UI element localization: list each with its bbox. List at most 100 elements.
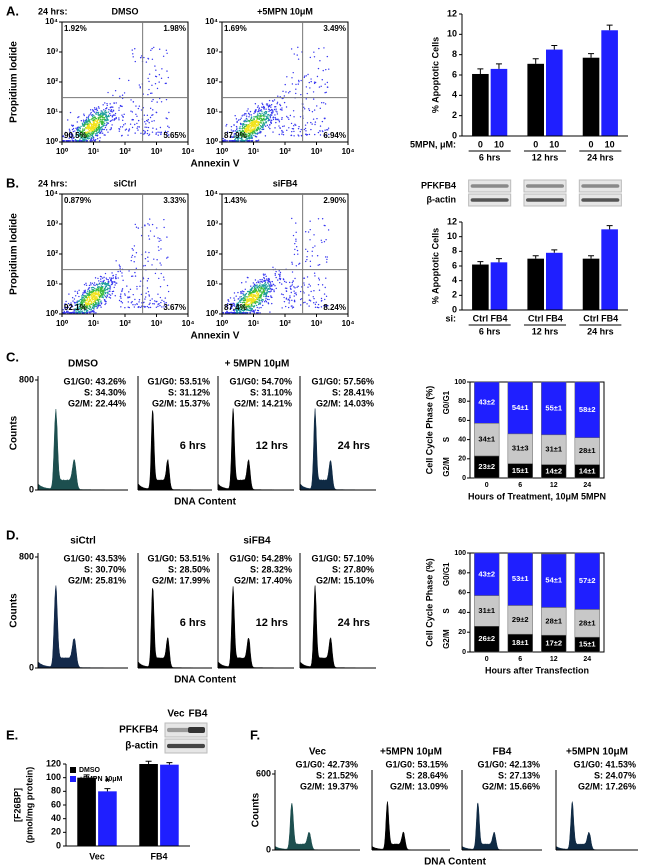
event-dot (259, 130, 260, 131)
event-dot (272, 289, 273, 290)
phase-stat: G1/G0: 54.28% (229, 553, 292, 563)
event-dot (269, 128, 270, 129)
y-tick-label: 800 (19, 551, 34, 561)
event-dot (260, 121, 261, 122)
event-dot (324, 293, 325, 294)
event-dot (130, 110, 131, 111)
event-dot (110, 297, 111, 298)
event-dot (286, 76, 287, 77)
x-tick-label: 10⁴ (342, 147, 355, 156)
event-dot (90, 113, 91, 114)
event-dot (118, 117, 119, 118)
event-dot (68, 293, 69, 294)
event-dot (97, 284, 98, 285)
event-dot (314, 134, 315, 135)
event-dot (98, 292, 99, 293)
event-dot (257, 132, 258, 133)
y-tick-label: 10⁰ (46, 137, 59, 146)
value-label: 31±1 (545, 445, 562, 454)
panel-label: E. (6, 727, 18, 742)
event-dot (134, 48, 135, 49)
phase-stat: G2/M: 17.40% (234, 575, 292, 585)
event-dot (325, 239, 326, 240)
event-dot (116, 102, 117, 103)
event-dot (241, 117, 242, 118)
event-dot (148, 252, 149, 253)
event-dot (310, 266, 311, 267)
event-dot (109, 285, 110, 286)
event-dot (92, 140, 93, 141)
event-dot (312, 247, 313, 248)
event-dot (69, 129, 70, 130)
event-dot (323, 102, 324, 103)
event-dot (156, 301, 157, 302)
event-dot (132, 111, 133, 112)
event-dot (281, 307, 282, 308)
event-dot (78, 128, 79, 129)
event-dot (269, 311, 270, 312)
event-dot (247, 108, 248, 109)
event-dot (99, 299, 100, 300)
event-dot (102, 284, 103, 285)
event-dot (237, 140, 238, 141)
event-dot (318, 48, 319, 49)
y-tick-label: 10⁴ (205, 17, 218, 26)
event-dot (289, 91, 290, 92)
event-dot (107, 105, 108, 106)
event-dot (307, 251, 308, 252)
event-dot (94, 298, 95, 299)
event-dot (249, 303, 250, 304)
event-dot (152, 224, 153, 225)
event-dot (150, 117, 151, 118)
y-tick-label: 10² (206, 77, 218, 86)
quadrant-percent: 8.24% (323, 303, 346, 312)
event-dot (147, 115, 148, 116)
event-dot (327, 256, 328, 257)
event-dot (118, 128, 119, 129)
event-dot (102, 104, 103, 105)
event-dot (134, 304, 135, 305)
event-dot (87, 289, 88, 290)
event-dot (151, 264, 152, 265)
event-dot (163, 56, 164, 57)
event-dot (281, 119, 282, 120)
event-dot (104, 284, 105, 285)
event-dot (109, 286, 110, 287)
bar (583, 58, 600, 136)
event-dot (83, 297, 84, 298)
event-dot (326, 259, 327, 260)
event-dot (104, 123, 105, 124)
event-dot (313, 302, 314, 303)
event-dot (250, 111, 251, 112)
event-dot (311, 123, 312, 124)
quadrant-percent: 2.90% (323, 196, 346, 205)
x-axis-label: Annexin V (191, 331, 240, 342)
event-dot (114, 118, 115, 119)
event-dot (296, 246, 297, 247)
event-dot (318, 265, 319, 266)
event-dot (323, 70, 324, 71)
event-dot (270, 107, 271, 108)
bar-label: FB4 (490, 313, 507, 323)
event-dot (242, 298, 243, 299)
y-axis-label: [F26BP] (12, 788, 22, 822)
event-dot (289, 295, 290, 296)
blot-band (526, 184, 564, 188)
event-dot (148, 304, 149, 305)
y-tick-label: 20 (51, 827, 61, 837)
event-dot (259, 116, 260, 117)
event-dot (100, 121, 101, 122)
event-dot (166, 117, 167, 118)
event-dot (275, 277, 276, 278)
event-dot (284, 102, 285, 103)
event-dot (309, 134, 310, 135)
event-dot (101, 122, 102, 123)
event-dot (119, 268, 120, 269)
event-dot (97, 287, 98, 288)
event-dot (89, 130, 90, 131)
event-dot (163, 279, 164, 280)
event-dot (103, 109, 104, 110)
event-dot (109, 103, 110, 104)
event-dot (230, 297, 231, 298)
